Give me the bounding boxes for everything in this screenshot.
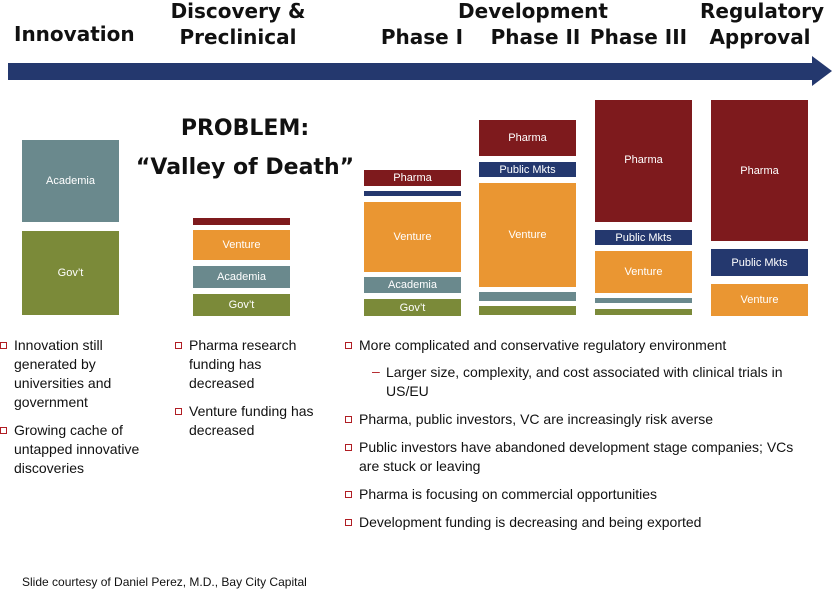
bullet-text: Public investors have abandoned developm… [359,439,794,474]
phase2-academia-block [479,292,576,301]
list-item: Pharma is focusing on commercial opportu… [345,485,815,504]
bullet-text: Venture funding has decreased [189,403,314,438]
sub-list-item: – Larger size, complexity, and cost assoc… [359,363,815,401]
phase3-pharma-block: Pharma [595,100,692,222]
phase3-venture-block: Venture [595,251,692,293]
innovation-gov-block: Gov’t [22,231,119,315]
phase3-academia-block [595,298,692,303]
bullet-text: Pharma research funding has decreased [189,337,297,391]
regulatory-venture-block: Venture [711,284,808,316]
list-item: Innovation still generated by universiti… [0,336,140,412]
phase3-public-block: Public Mkts [595,230,692,245]
bullet-text: Pharma is focusing on commercial opportu… [359,486,658,502]
phase1-academia-block: Academia [364,277,461,293]
phase1-pharma-block: Pharma [364,170,461,186]
bullet-icon [0,427,7,434]
discovery-bullet-list: Pharma research funding has decreased Ve… [175,336,325,449]
stage-development: Development [458,0,608,23]
timeline-arrowhead [812,56,832,86]
stage-discovery-line1: Discovery & [170,0,306,23]
sub-bullet-text: Larger size, complexity, and cost associ… [386,364,783,399]
bullet-icon [175,408,182,415]
bullet-icon [345,416,352,423]
regulatory-pharma-block: Pharma [711,100,808,241]
bullet-icon [345,491,352,498]
list-item: Venture funding has decreased [175,402,325,440]
bullet-text: Innovation still generated by universiti… [14,337,112,410]
phase1-public-block [364,191,461,196]
list-item: Public investors have abandoned developm… [345,438,815,476]
phase1-gov-block: Gov’t [364,299,461,316]
timeline-arrow [8,63,814,80]
discovery-pharma-block [193,218,290,225]
slide-credit: Slide courtesy of Daniel Perez, M.D., Ba… [22,575,307,589]
stage-phase1: Phase I [380,25,464,49]
bullet-icon [345,444,352,451]
bullet-text: Pharma, public investors, VC are increas… [359,411,714,427]
stage-regulatory-line1: Regulatory [700,0,825,23]
list-item: Pharma, public investors, VC are increas… [345,410,815,429]
bullet-icon [175,342,182,349]
regulatory-public-block: Public Mkts [711,249,808,276]
problem-title: PROBLEM: [180,116,310,141]
discovery-academia-block: Academia [193,266,290,288]
list-item: Pharma research funding has decreased [175,336,325,393]
phase2-venture-block: Venture [479,183,576,287]
phase2-pharma-block: Pharma [479,120,576,156]
development-bullet-list: More complicated and conservative regula… [345,336,815,541]
dash-icon: – [372,363,380,379]
discovery-gov-block: Gov’t [193,294,290,316]
stage-discovery-line2: Preclinical [179,25,297,49]
stage-phase2: Phase II [490,25,581,49]
phase3-gov-block [595,309,692,315]
bullet-text: More complicated and conservative regula… [359,337,727,353]
bullet-icon [345,342,352,349]
discovery-venture-block: Venture [193,230,290,260]
list-item: Development funding is decreasing and be… [345,513,815,532]
valley-of-death-title: “Valley of Death” [135,155,355,180]
bullet-text: Development funding is decreasing and be… [359,514,702,530]
list-item: Growing cache of untapped innovative dis… [0,421,140,478]
stage-innovation: Innovation [14,22,135,46]
list-item: More complicated and conservative regula… [345,336,815,401]
stage-regulatory-line2: Approval [709,25,811,49]
phase1-venture-block: Venture [364,202,461,272]
bullet-text: Growing cache of untapped innovative dis… [14,422,140,476]
bullet-icon [345,519,352,526]
innovation-academia-block: Academia [22,140,119,222]
stage-phase3: Phase III [589,25,688,49]
phase2-gov-block [479,306,576,315]
innovation-bullet-list: Innovation still generated by universiti… [0,336,140,487]
bullet-icon [0,342,7,349]
phase2-public-block: Public Mkts [479,162,576,177]
